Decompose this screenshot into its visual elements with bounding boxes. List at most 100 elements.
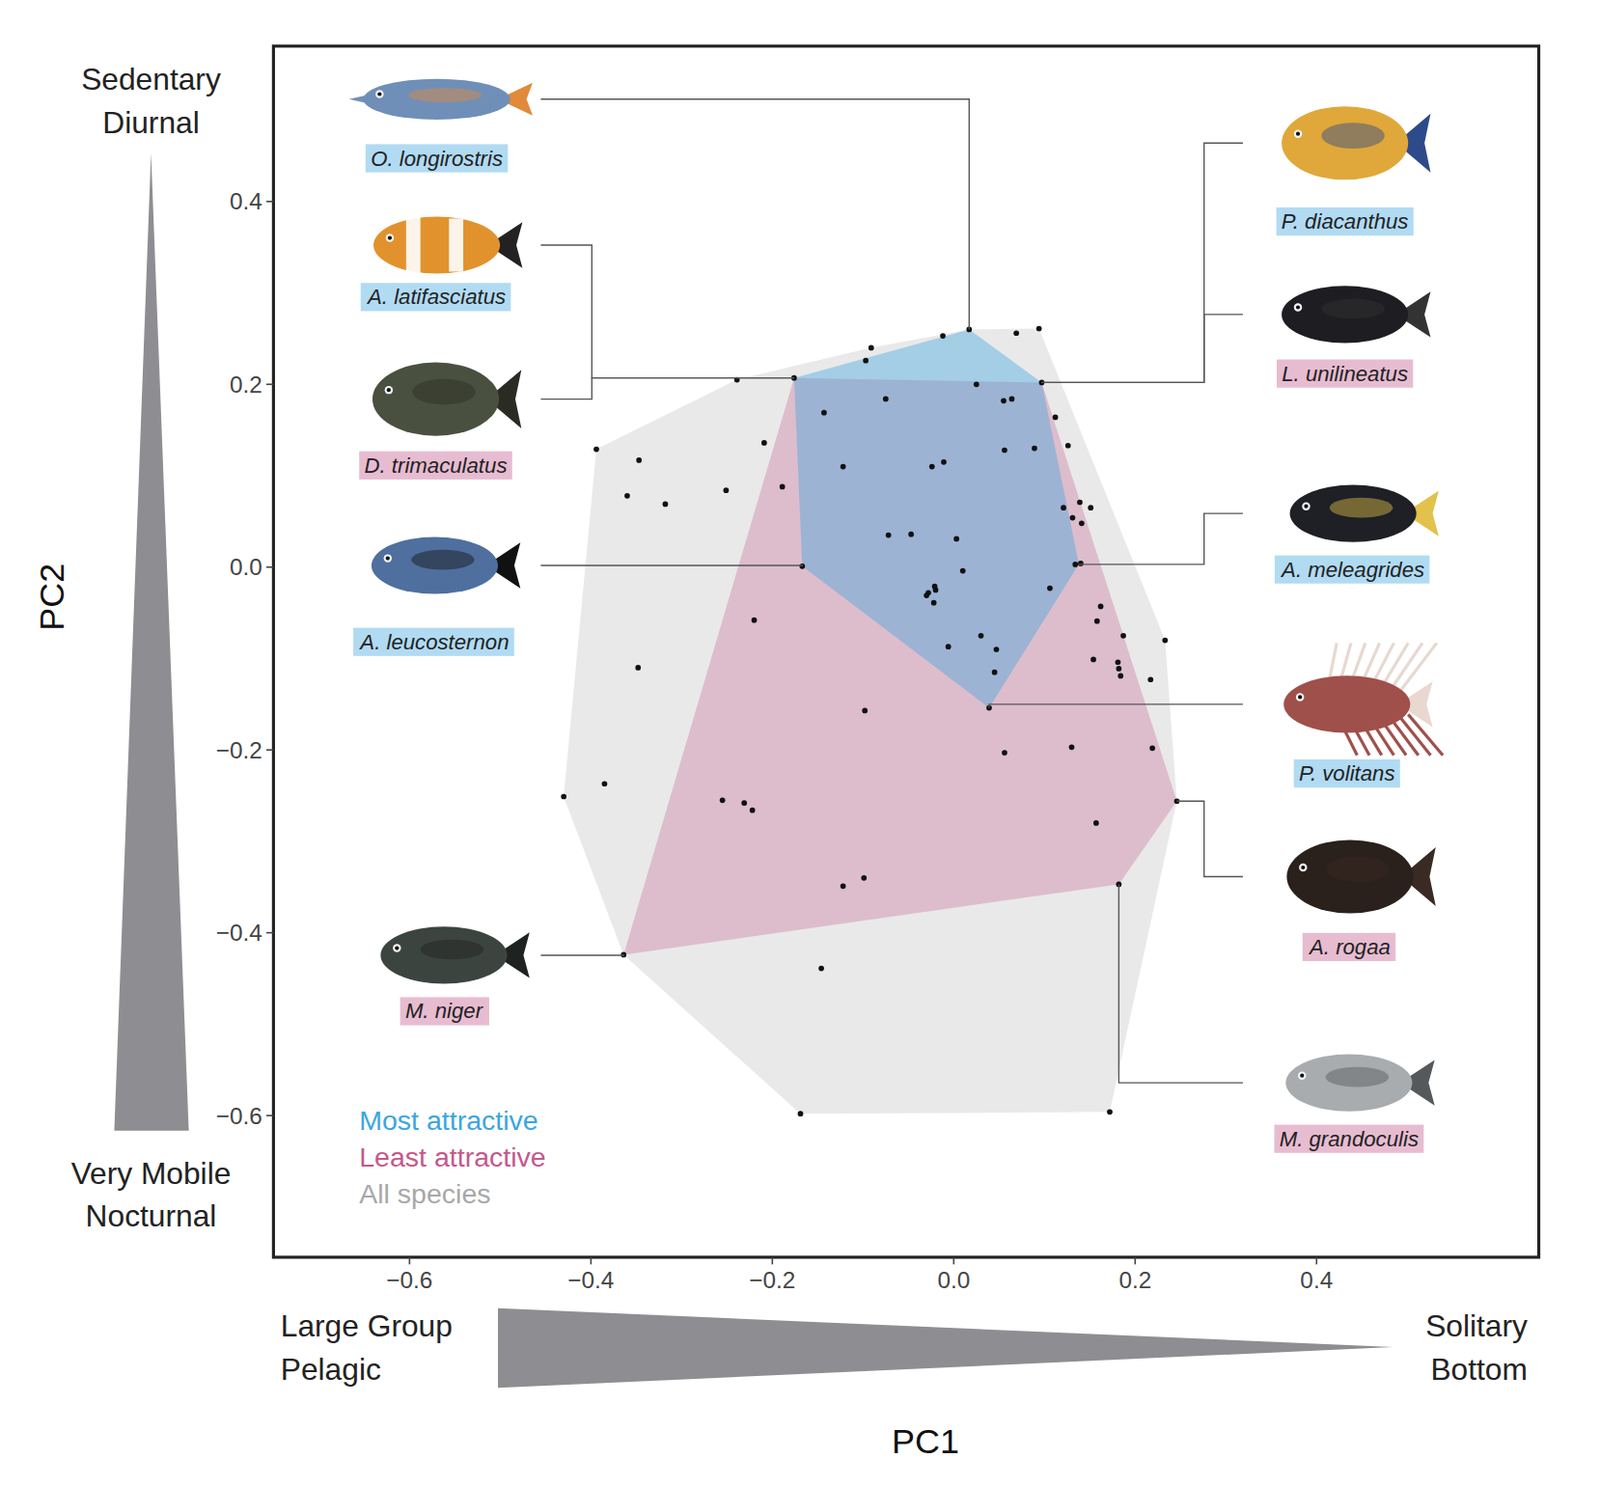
species-label-bg	[1294, 759, 1401, 788]
y-tick-label: 0.2	[229, 371, 263, 398]
point	[593, 446, 600, 453]
point	[1065, 442, 1072, 449]
y-axis-title: PC2	[31, 563, 72, 632]
x-tick-label: −0.2	[748, 1267, 796, 1294]
point	[923, 592, 930, 599]
point	[751, 617, 758, 624]
x-tick	[1315, 1257, 1318, 1265]
species-label: A. latifasciatus	[365, 284, 506, 309]
point	[719, 797, 726, 803]
point	[1117, 673, 1124, 680]
x-gradient	[497, 1308, 1393, 1388]
point	[1147, 676, 1154, 683]
point	[933, 587, 939, 594]
species-label-bg	[400, 996, 490, 1025]
point	[1001, 447, 1008, 454]
point	[635, 457, 642, 464]
point	[953, 536, 960, 543]
fish-icon	[1286, 839, 1435, 913]
y-tick-label: −0.2	[216, 737, 263, 764]
x-tick-label: 0.0	[937, 1267, 970, 1294]
point	[840, 464, 847, 470]
fish-icon	[380, 926, 529, 984]
y-tick	[266, 566, 274, 569]
y-low-label: Very MobileNocturnal	[71, 1156, 232, 1234]
hull-2	[563, 328, 1177, 1114]
species-label-bg	[1274, 555, 1431, 584]
y-tick-label: 0.4	[229, 188, 263, 215]
point	[1077, 560, 1084, 567]
point	[1120, 633, 1127, 639]
point	[939, 332, 946, 339]
species-label: O. longirostris	[370, 146, 503, 171]
legend-entry: Most attractive	[358, 1104, 539, 1136]
point	[929, 464, 936, 470]
y-tick-label: −0.4	[216, 919, 263, 946]
y-tick	[266, 932, 274, 935]
point	[1070, 515, 1076, 522]
species-label: P. diacanthus	[1281, 209, 1409, 234]
point	[1106, 1108, 1113, 1115]
species-label: A. rogaa	[1307, 935, 1391, 960]
y-tick	[266, 1114, 274, 1117]
point	[798, 1110, 804, 1117]
point	[993, 646, 1000, 653]
point	[1078, 520, 1085, 526]
legend-entry: Least attractive	[358, 1141, 546, 1173]
hull-0	[794, 329, 1079, 708]
x-tick	[1134, 1257, 1137, 1265]
point	[840, 882, 847, 889]
point	[931, 600, 938, 607]
x-tick	[590, 1257, 593, 1265]
point	[624, 493, 631, 499]
point	[908, 531, 914, 538]
point	[1093, 820, 1100, 827]
point	[1161, 637, 1168, 644]
y-high-label: SedentaryDiurnal	[81, 61, 221, 139]
point	[1072, 561, 1078, 568]
x-axis-title: PC1	[891, 1421, 960, 1462]
point	[602, 780, 608, 787]
y-tick	[266, 200, 274, 203]
point	[992, 669, 998, 676]
point	[560, 794, 567, 800]
plot-frame	[273, 46, 1539, 1258]
point	[978, 633, 985, 639]
fish-icon	[1283, 642, 1443, 755]
chart: −0.6−0.4−0.20.00.20.4−0.6−0.4−0.20.00.20…	[0, 0, 1600, 1486]
point	[1001, 749, 1008, 756]
plot-area	[560, 326, 1180, 1117]
point	[973, 381, 980, 387]
point	[945, 643, 952, 650]
point	[821, 410, 828, 416]
point	[1098, 604, 1104, 610]
species-label: M. grandoculis	[1279, 1127, 1419, 1152]
y-gradient	[113, 153, 189, 1132]
point	[861, 708, 868, 715]
species-label: A. meleagrides	[1279, 557, 1425, 582]
species-label-bg	[358, 451, 513, 480]
y-tick	[266, 748, 274, 751]
point	[1069, 744, 1076, 750]
point	[634, 664, 641, 671]
point	[1009, 396, 1016, 403]
point	[761, 440, 768, 446]
point	[818, 965, 825, 972]
x-tick-label: 0.2	[1118, 1267, 1152, 1294]
y-tick	[266, 383, 274, 386]
point	[741, 800, 747, 806]
point	[882, 396, 889, 403]
species-label-bg	[1276, 207, 1414, 236]
x-tick-label: −0.4	[567, 1267, 614, 1294]
point	[860, 875, 867, 882]
fish-icon	[1281, 285, 1431, 343]
x-high-label: SolitaryBottom	[1425, 1308, 1528, 1386]
point	[1090, 657, 1097, 663]
species-label: L. unilineatus	[1281, 361, 1408, 387]
x-tick	[953, 1257, 956, 1265]
point	[868, 345, 875, 352]
point	[779, 484, 786, 491]
point	[1000, 397, 1007, 404]
leader-lines	[540, 99, 1242, 1083]
point	[723, 487, 730, 494]
